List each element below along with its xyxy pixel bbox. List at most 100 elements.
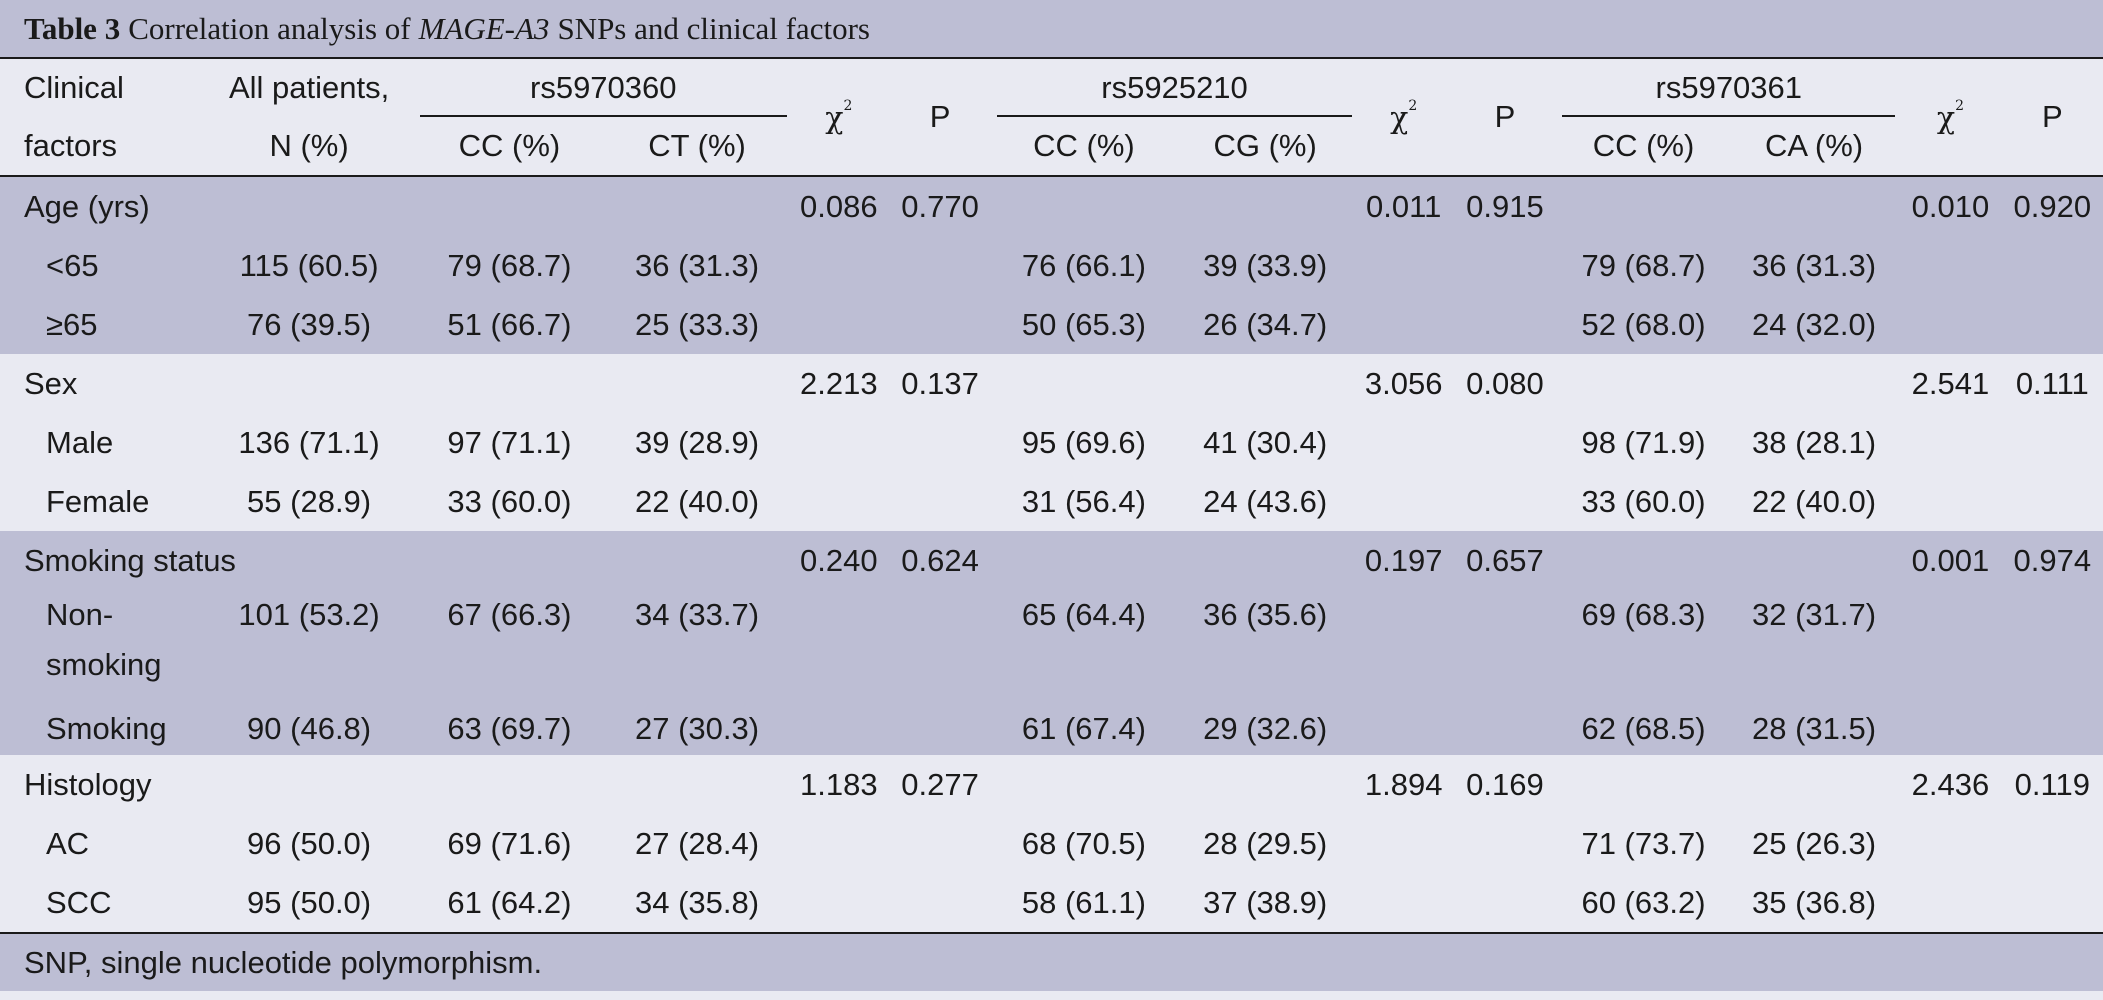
header-clinical-1: Clinical: [24, 70, 124, 105]
header-clinical-2: factors: [24, 128, 118, 163]
cell: 95 (50.0): [202, 873, 416, 932]
header-chi-2: χ2: [1356, 59, 1452, 176]
cell: 68 (70.5): [993, 814, 1175, 873]
cell: [1558, 354, 1729, 413]
cell: [1899, 295, 2002, 354]
cell: 67 (66.3): [415, 590, 604, 702]
row-label-line-2: smoking: [46, 647, 162, 682]
table-row: ≥65 76 (39.5) 51 (66.7) 25 (33.3) 50 (65…: [0, 295, 2103, 354]
cell: 36 (31.3): [1728, 236, 1900, 295]
cell: [603, 755, 791, 814]
caption-gene: MAGE-A3: [418, 11, 550, 46]
cell: 0.624: [886, 531, 994, 590]
cell: 3.056: [1355, 354, 1452, 413]
table-caption: Table 3 Correlation analysis of MAGE-A3 …: [0, 0, 2103, 57]
cell: [1451, 295, 1559, 354]
cell: 34 (35.8): [603, 873, 791, 932]
top-rule: [0, 57, 2103, 59]
row-label: AC: [0, 814, 203, 873]
cell: [1355, 236, 1452, 295]
cell: 34 (33.7): [603, 590, 791, 702]
cell: 58 (61.1): [993, 873, 1175, 932]
cell: [1174, 354, 1356, 413]
cell: [415, 531, 604, 590]
cell: 0.657: [1451, 531, 1559, 590]
cell: [886, 702, 994, 755]
snp-3-name: rs5970361: [1655, 70, 1803, 105]
row-label: Sex: [0, 354, 203, 413]
cell: 35 (36.8): [1728, 873, 1900, 932]
cell: [790, 472, 887, 531]
cell: [993, 531, 1175, 590]
cell: 33 (60.0): [1558, 472, 1729, 531]
header-snp-2: rs5925210: [993, 59, 1355, 117]
cell: [1451, 236, 1559, 295]
header-row-bottom: factors N (%) CC (%) CT (%) CC (%) CG (%…: [0, 117, 2103, 176]
cell: [1899, 814, 2002, 873]
header-snp2-g2: CG (%): [1213, 128, 1317, 163]
cell: [1899, 873, 2002, 932]
cell: 25 (33.3): [603, 295, 791, 354]
cell: [415, 354, 604, 413]
cell: 90 (46.8): [202, 702, 416, 755]
cell: 76 (66.1): [993, 236, 1175, 295]
cell: [2001, 590, 2103, 702]
cell: 0.974: [2001, 531, 2103, 590]
snp-2-name: rs5925210: [1101, 70, 1248, 105]
cell: 136 (71.1): [202, 413, 416, 472]
cell: 98 (71.9): [1558, 413, 1729, 472]
chi-symbol: χ: [1390, 101, 1409, 136]
cell: 36 (31.3): [603, 236, 791, 295]
cell: 0.920: [2001, 176, 2103, 236]
cell: [1355, 590, 1452, 702]
row-label: SCC: [0, 873, 203, 932]
cell: [2001, 814, 2103, 873]
cell: [790, 295, 887, 354]
cell: [993, 755, 1175, 814]
cell: [1451, 472, 1559, 531]
cell: [1899, 472, 2002, 531]
cell: 2.436: [1899, 755, 2002, 814]
cell: 79 (68.7): [1558, 236, 1729, 295]
cell: 33 (60.0): [415, 472, 604, 531]
cell: [415, 176, 604, 236]
table-row: SCC 95 (50.0) 61 (64.2) 34 (35.8) 58 (61…: [0, 873, 2103, 932]
cell: 41 (30.4): [1174, 413, 1356, 472]
cell: [1728, 531, 1900, 590]
cell: 0.080: [1451, 354, 1559, 413]
header-snp2-g1: CC (%): [1033, 128, 1135, 163]
cell: 25 (26.3): [1728, 814, 1900, 873]
cell: [2001, 472, 2103, 531]
cell: 2.541: [1899, 354, 2002, 413]
cell: [1355, 814, 1452, 873]
row-label: Female: [0, 472, 203, 531]
cell: [415, 755, 604, 814]
cell: [603, 354, 791, 413]
cell: [603, 531, 791, 590]
header-all-1: All patients,: [228, 70, 390, 105]
cell: 63 (69.7): [415, 702, 604, 755]
cell: [1558, 531, 1729, 590]
header-snp3-g1: CC (%): [1592, 128, 1695, 163]
cell: [2001, 413, 2103, 472]
cell: 24 (43.6): [1174, 472, 1356, 531]
snp-1-name: rs5970360: [530, 70, 677, 105]
table-row: Female 55 (28.9) 33 (60.0) 22 (40.0) 31 …: [0, 472, 2103, 531]
cell: 95 (69.6): [993, 413, 1175, 472]
header-row-top: Clinical All patients, rs5970360 χ2 P rs…: [0, 59, 2103, 136]
cell: 51 (66.7): [415, 295, 604, 354]
header-snp-3: rs5970361: [1558, 59, 1899, 117]
row-label: Histology: [0, 755, 203, 814]
table-row: Histology 1.183 0.277 1.894 0.169 2.436 …: [0, 755, 2103, 814]
header-snp1-g2: CT (%): [648, 128, 746, 163]
cell: [993, 176, 1175, 236]
cell: [1355, 472, 1452, 531]
cell: [1899, 413, 2002, 472]
cell: 29 (32.6): [1174, 702, 1356, 755]
cell: [2001, 702, 2103, 755]
row-label: ≥65: [0, 295, 203, 354]
cell: [1899, 590, 2002, 702]
cell: 24 (32.0): [1728, 295, 1900, 354]
cell: 0.277: [886, 755, 994, 814]
